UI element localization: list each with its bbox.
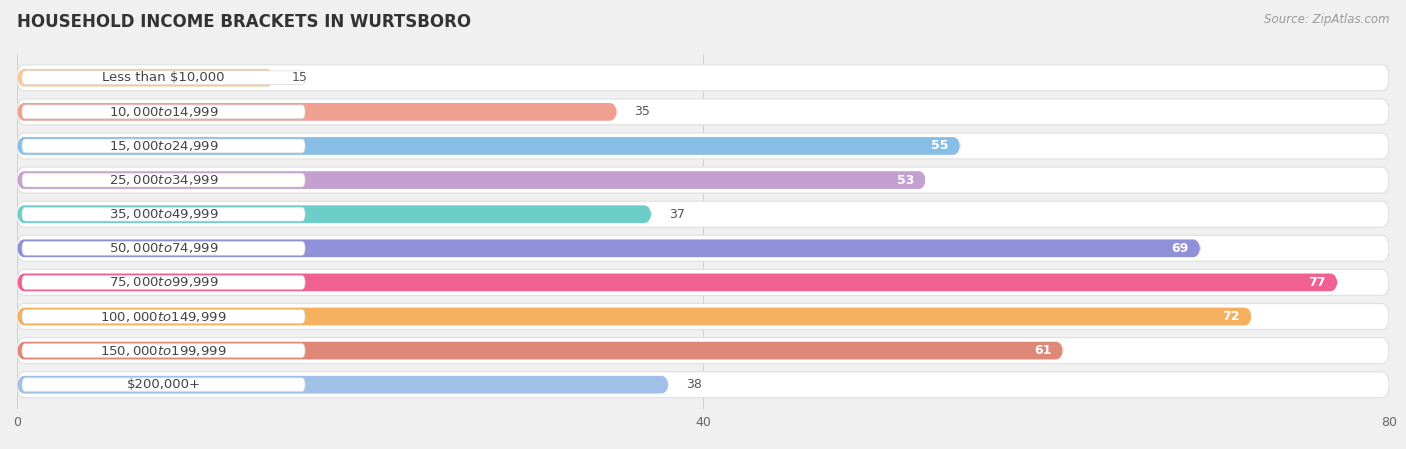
Text: 55: 55 [931, 140, 948, 153]
FancyBboxPatch shape [22, 343, 305, 357]
FancyBboxPatch shape [17, 99, 1389, 125]
Text: 38: 38 [686, 378, 702, 391]
FancyBboxPatch shape [22, 173, 305, 187]
FancyBboxPatch shape [17, 235, 1389, 261]
FancyBboxPatch shape [17, 201, 1389, 227]
Text: 77: 77 [1308, 276, 1326, 289]
FancyBboxPatch shape [17, 137, 960, 155]
FancyBboxPatch shape [17, 133, 1389, 159]
Text: HOUSEHOLD INCOME BRACKETS IN WURTSBORO: HOUSEHOLD INCOME BRACKETS IN WURTSBORO [17, 13, 471, 31]
FancyBboxPatch shape [17, 171, 927, 189]
FancyBboxPatch shape [17, 205, 651, 223]
Text: 35: 35 [634, 106, 650, 119]
FancyBboxPatch shape [22, 71, 305, 85]
Text: $50,000 to $74,999: $50,000 to $74,999 [108, 241, 218, 255]
FancyBboxPatch shape [22, 276, 305, 289]
Text: $10,000 to $14,999: $10,000 to $14,999 [108, 105, 218, 119]
FancyBboxPatch shape [17, 304, 1389, 330]
FancyBboxPatch shape [17, 269, 1389, 295]
FancyBboxPatch shape [22, 139, 305, 153]
Text: $25,000 to $34,999: $25,000 to $34,999 [108, 173, 218, 187]
FancyBboxPatch shape [17, 342, 1063, 360]
FancyBboxPatch shape [17, 167, 1389, 193]
FancyBboxPatch shape [17, 65, 1389, 91]
FancyBboxPatch shape [17, 69, 274, 87]
Text: $15,000 to $24,999: $15,000 to $24,999 [108, 139, 218, 153]
Text: 61: 61 [1033, 344, 1052, 357]
FancyBboxPatch shape [17, 376, 669, 394]
FancyBboxPatch shape [22, 207, 305, 221]
Text: 69: 69 [1171, 242, 1188, 255]
FancyBboxPatch shape [17, 308, 1251, 326]
FancyBboxPatch shape [17, 273, 1337, 291]
Text: $100,000 to $149,999: $100,000 to $149,999 [100, 309, 226, 323]
FancyBboxPatch shape [22, 105, 305, 119]
Text: 15: 15 [291, 71, 307, 84]
Text: $150,000 to $199,999: $150,000 to $199,999 [100, 343, 226, 357]
FancyBboxPatch shape [17, 372, 1389, 398]
FancyBboxPatch shape [22, 309, 305, 323]
FancyBboxPatch shape [17, 239, 1201, 257]
FancyBboxPatch shape [17, 338, 1389, 364]
Text: 37: 37 [669, 208, 685, 220]
FancyBboxPatch shape [22, 242, 305, 255]
Text: $75,000 to $99,999: $75,000 to $99,999 [108, 275, 218, 290]
Text: $200,000+: $200,000+ [127, 378, 201, 391]
FancyBboxPatch shape [17, 103, 617, 121]
Text: Less than $10,000: Less than $10,000 [103, 71, 225, 84]
Text: 53: 53 [897, 174, 914, 187]
Text: Source: ZipAtlas.com: Source: ZipAtlas.com [1264, 13, 1389, 26]
Text: $35,000 to $49,999: $35,000 to $49,999 [108, 207, 218, 221]
FancyBboxPatch shape [22, 378, 305, 392]
Text: 72: 72 [1222, 310, 1240, 323]
